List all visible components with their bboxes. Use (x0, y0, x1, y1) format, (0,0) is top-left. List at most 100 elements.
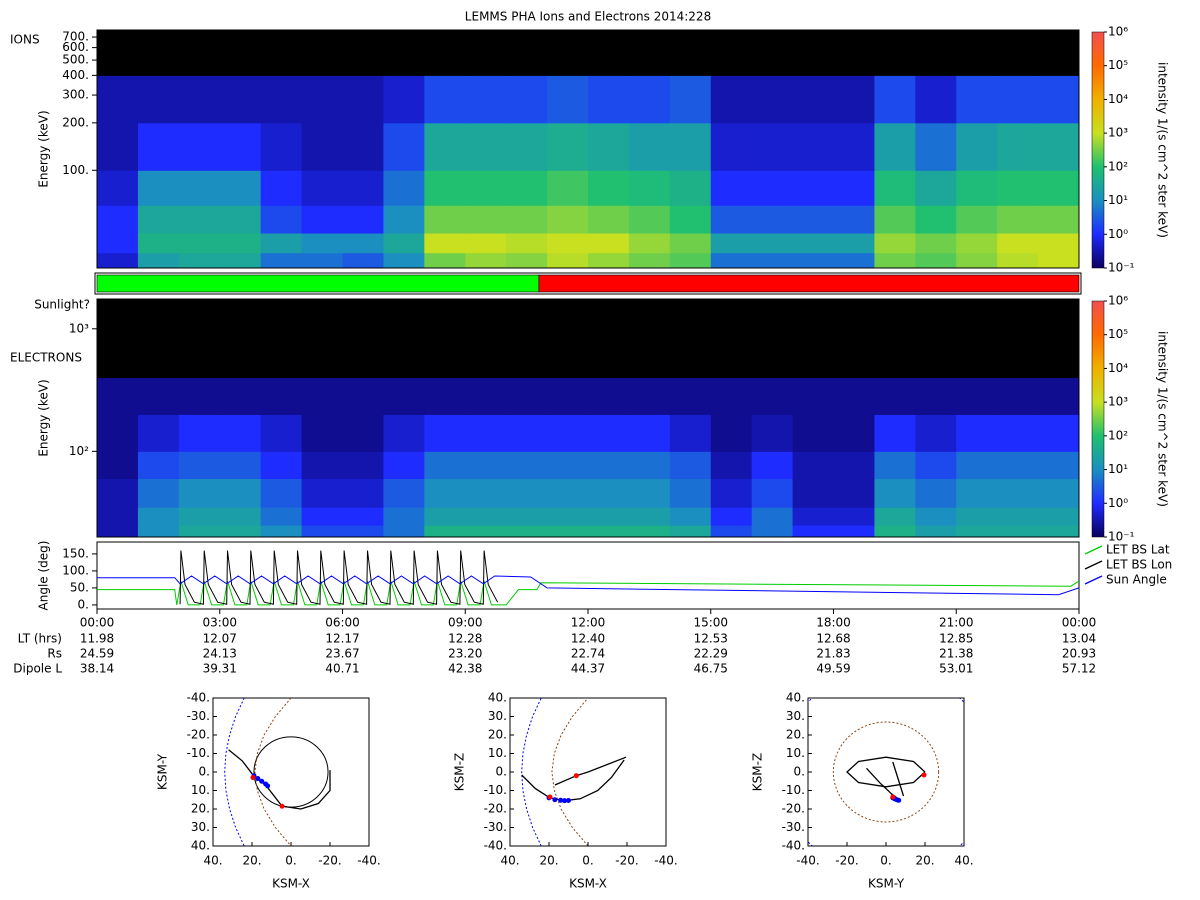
heat-cell (383, 478, 425, 508)
heat-cell (792, 451, 834, 480)
plot-area (521, 698, 627, 846)
heat-cell (97, 414, 139, 452)
heat-cell (915, 478, 957, 508)
heat-cell (710, 122, 753, 171)
heat-cell (1038, 414, 1080, 452)
heat-cell (874, 299, 916, 379)
heat-cell (383, 170, 425, 206)
y-tick-label: 0. (794, 765, 805, 779)
heat-cell (178, 233, 221, 254)
heat-cell (342, 525, 384, 538)
heat-cell (792, 478, 834, 508)
heat-cell (97, 170, 139, 206)
ephemeris-value: 42.38 (448, 662, 482, 676)
heat-cell (1038, 252, 1080, 269)
y-axis-label: KSM-Z (453, 753, 467, 791)
heat-cell (628, 233, 671, 254)
heat-cell (178, 122, 221, 171)
heat-cell (710, 299, 753, 379)
x-tick-label: -20. (615, 854, 638, 868)
heat-cell (424, 507, 466, 526)
heat-cell (792, 414, 834, 452)
heat-cell (137, 299, 180, 379)
legend-label: Sun Angle (1106, 573, 1167, 587)
heat-cell (97, 451, 139, 480)
curve (551, 698, 589, 846)
heat-cell (669, 299, 712, 379)
heat-cell (751, 170, 794, 206)
heat-cell (97, 252, 139, 269)
heat-cell (424, 414, 466, 452)
x-tick-label: 0. (285, 854, 296, 868)
heat-cell (219, 252, 262, 269)
plot-frame (212, 697, 370, 847)
y-tick-label: -20. (187, 728, 210, 742)
heat-cell (260, 507, 303, 526)
y-tick-label: -30. (484, 820, 507, 834)
y-tick-label: -20. (782, 802, 805, 816)
heat-cell (792, 299, 834, 379)
heat-cell (137, 377, 180, 415)
heat-cell (833, 122, 875, 171)
panel-label: ELECTRONS (10, 351, 82, 365)
ephemeris-value: 12.28 (448, 632, 482, 646)
heat-cell (547, 299, 589, 379)
y-tick-label: -40. (187, 691, 210, 705)
heat-cell (97, 525, 139, 538)
legend-label: LET BS Lat (1106, 543, 1170, 557)
x-tick-label: -20. (835, 854, 858, 868)
heat-cell (465, 414, 507, 452)
ephemeris-value: 12.40 (571, 632, 605, 646)
x-tick-label: -20. (318, 854, 341, 868)
heat-cell (383, 205, 425, 234)
ephemeris-value: 21.83 (816, 647, 850, 661)
heat-cell (301, 30, 343, 76)
heat-cell (178, 75, 221, 124)
curve (224, 698, 245, 846)
heat-cell (874, 205, 916, 234)
heat-cell (97, 299, 139, 379)
heat-cell (628, 377, 671, 415)
heat-cell (710, 30, 753, 76)
heat-cell (465, 122, 507, 171)
heat-cell (833, 525, 875, 538)
ephemeris-value: 49.59 (816, 662, 850, 676)
y-tick-label: -40. (782, 839, 805, 853)
plot-frame (807, 697, 965, 847)
heat-cell (956, 478, 998, 508)
heat-cell (628, 170, 671, 206)
heat-cell (97, 30, 139, 76)
heat-cell (792, 233, 834, 254)
heat-cell (792, 205, 834, 234)
heat-cell (628, 30, 671, 76)
heat-cell (710, 478, 753, 508)
heat-cell (792, 507, 834, 526)
point (558, 797, 564, 803)
heat-cell (874, 377, 916, 415)
heat-cell (301, 525, 343, 538)
heat-cell (588, 451, 630, 480)
ephemeris-label: Rs (47, 647, 62, 661)
heat-cell (383, 414, 425, 452)
heat-cell (1038, 478, 1080, 508)
heat-cell (506, 299, 548, 379)
heat-cell (342, 451, 384, 480)
heat-cell (751, 233, 794, 254)
ephemeris-value: 12.68 (816, 632, 850, 646)
heat-cell (588, 205, 630, 234)
heat-cell (628, 299, 671, 379)
x-tick-label: -40. (654, 854, 677, 868)
heat-cell (751, 299, 794, 379)
heat-cell (628, 525, 671, 538)
heat-cell (219, 414, 262, 452)
colorbar-tick-label: 10⁴ (1108, 92, 1128, 106)
heat-cell (669, 75, 712, 124)
heat-cell (833, 30, 875, 76)
heat-cell (915, 75, 957, 124)
heat-cell (751, 30, 794, 76)
heat-cell (997, 525, 1039, 538)
heat-cell (137, 170, 180, 206)
heat-cell (137, 414, 180, 452)
ephemeris-value: 24.13 (203, 647, 237, 661)
heat-cell (506, 451, 548, 480)
